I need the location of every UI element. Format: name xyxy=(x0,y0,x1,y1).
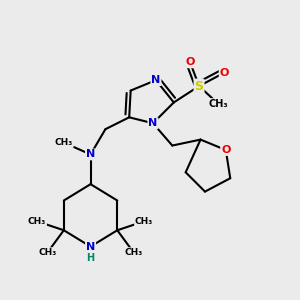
Text: N: N xyxy=(148,118,158,128)
Text: O: O xyxy=(185,57,195,67)
Text: N: N xyxy=(151,75,160,85)
Text: CH₃: CH₃ xyxy=(208,99,228,109)
Text: N: N xyxy=(86,242,95,252)
Text: CH₃: CH₃ xyxy=(124,248,143,257)
Text: O: O xyxy=(221,145,230,155)
Text: CH₃: CH₃ xyxy=(55,138,73,147)
Text: S: S xyxy=(194,80,203,93)
Text: O: O xyxy=(220,68,229,78)
Text: CH₃: CH₃ xyxy=(135,217,153,226)
Text: N: N xyxy=(86,149,95,160)
Text: CH₃: CH₃ xyxy=(28,217,46,226)
Text: H: H xyxy=(86,253,94,263)
Text: CH₃: CH₃ xyxy=(38,248,57,257)
